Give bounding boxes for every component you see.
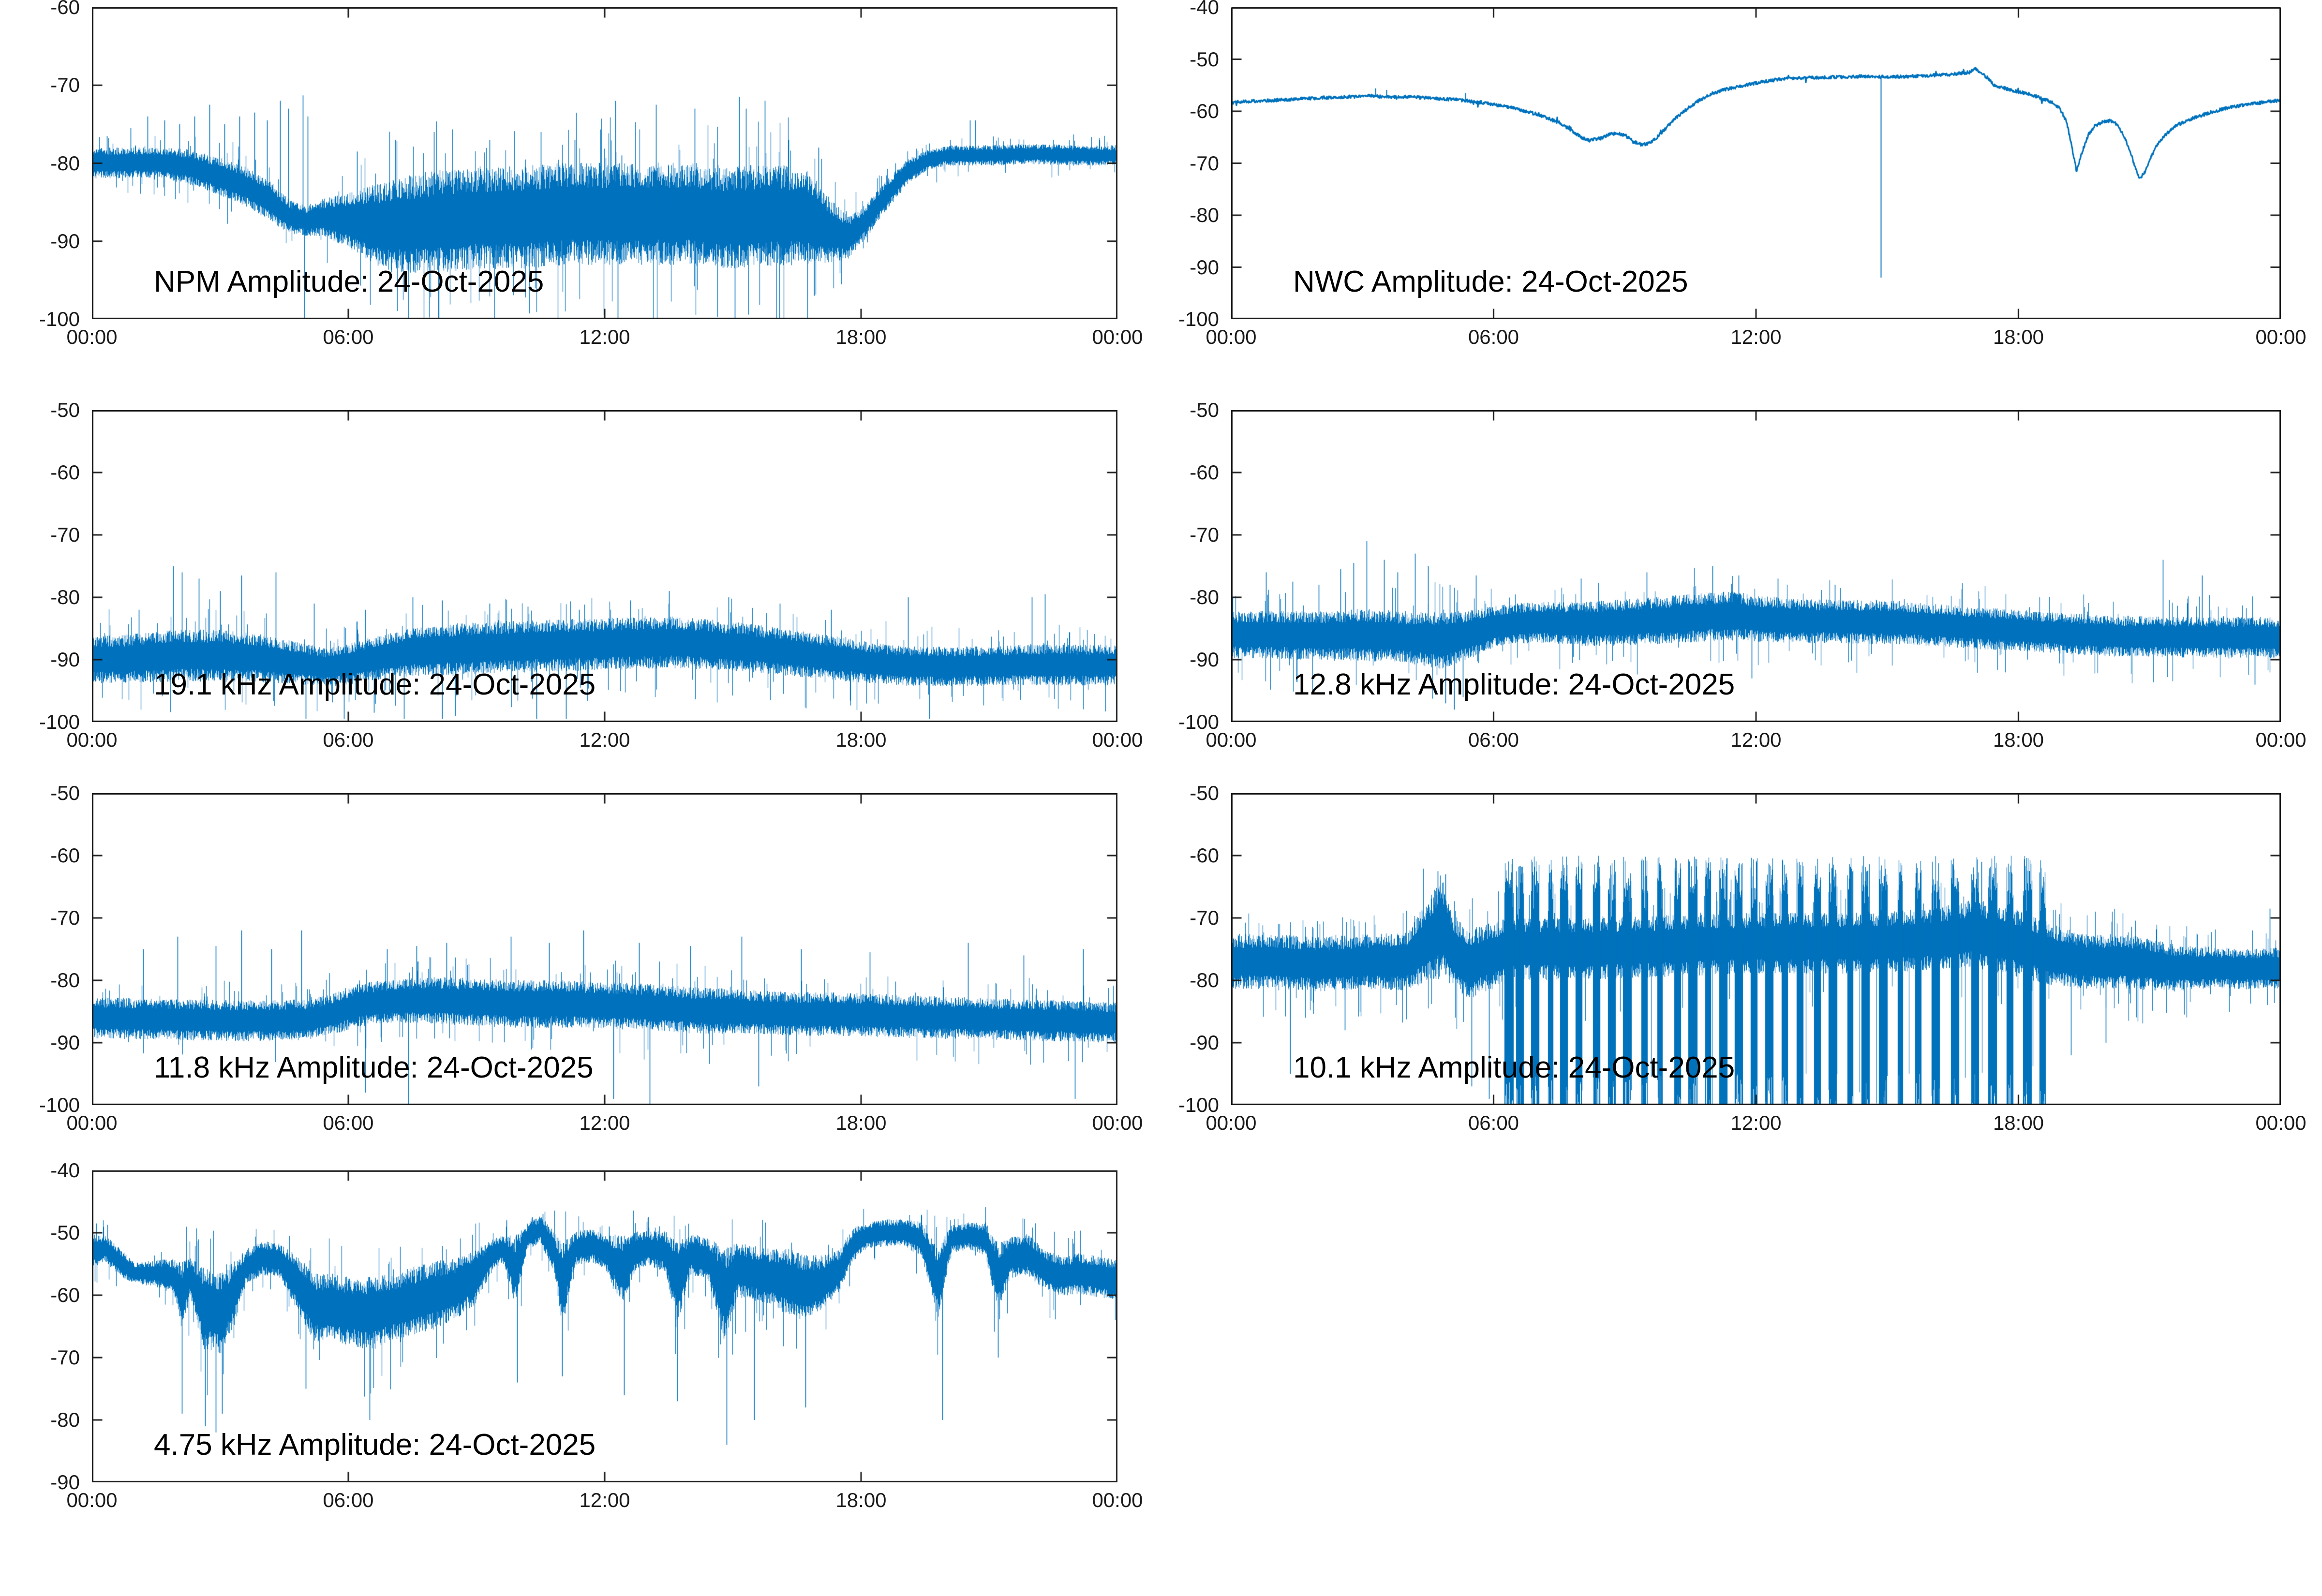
x-tick-label: 00:00 <box>66 325 118 348</box>
y-tick-label: -70 <box>1190 523 1219 546</box>
y-tick-label: -70 <box>50 1346 80 1369</box>
x-tick-label: 00:00 <box>1092 728 1143 751</box>
x-tick-label: 06:00 <box>1468 728 1519 751</box>
x-tick-label: 00:00 <box>1206 1111 1257 1134</box>
y-tick-label: -50 <box>1190 47 1219 71</box>
x-tick-label: 18:00 <box>1993 325 2044 348</box>
nwc-plot-canvas <box>1231 7 2281 319</box>
x-tick-label: 00:00 <box>1092 1489 1143 1511</box>
y-tick-label: -80 <box>1190 586 1219 608</box>
y-tick-label: -90 <box>1190 255 1219 279</box>
y-tick-label: -70 <box>1190 151 1219 175</box>
y-tick-label: -80 <box>1190 204 1219 226</box>
12-8-khz-plot-canvas <box>1231 410 2281 722</box>
y-tick-label: -70 <box>50 523 80 546</box>
y-tick-label: -50 <box>1190 782 1219 804</box>
y-tick-label: -90 <box>50 648 80 671</box>
10-1-khz-plot-canvas <box>1231 793 2281 1105</box>
y-tick-label: -100 <box>1178 1094 1219 1116</box>
x-tick-label: 12:00 <box>579 728 630 751</box>
y-tick-label: -90 <box>50 1031 80 1054</box>
x-tick-label: 12:00 <box>1730 728 1782 751</box>
y-tick-label: -100 <box>39 308 80 330</box>
x-tick-label: 06:00 <box>323 1489 374 1511</box>
y-tick-label: -100 <box>39 1094 80 1116</box>
y-tick-label: -60 <box>1190 100 1219 122</box>
y-tick-label: -80 <box>1190 969 1219 991</box>
11-8-khz-chart-label: 11.8 kHz Amplitude: 24-Oct-2025 <box>154 1051 594 1084</box>
x-tick-label: 18:00 <box>835 1111 887 1134</box>
x-tick-label: 18:00 <box>835 728 887 751</box>
x-tick-label: 00:00 <box>66 728 118 751</box>
y-tick-label: -40 <box>50 1159 80 1182</box>
y-tick-label: -50 <box>1190 399 1219 421</box>
x-tick-label: 00:00 <box>66 1489 118 1511</box>
x-tick-label: 00:00 <box>1206 325 1257 348</box>
y-tick-label: -80 <box>50 1408 80 1431</box>
y-tick-label: -60 <box>50 0 80 18</box>
x-tick-label: 06:00 <box>323 325 374 348</box>
y-tick-label: -90 <box>1190 648 1219 671</box>
x-tick-label: 06:00 <box>323 728 374 751</box>
y-tick-label: -100 <box>1178 710 1219 733</box>
y-tick-label: -80 <box>50 969 80 991</box>
x-tick-label: 00:00 <box>2255 728 2307 751</box>
19-1-khz-plot-canvas <box>92 410 1117 722</box>
y-tick-label: -70 <box>50 906 80 929</box>
nwc-chart-label: NWC Amplitude: 24-Oct-2025 <box>1293 265 1688 298</box>
y-tick-label: -90 <box>1190 1031 1219 1054</box>
x-tick-label: 18:00 <box>1993 728 2044 751</box>
19-1-khz-chart-label: 19.1 kHz Amplitude: 24-Oct-2025 <box>154 668 596 701</box>
y-tick-label: -90 <box>50 1471 80 1493</box>
x-tick-label: 18:00 <box>835 325 887 348</box>
y-tick-label: -60 <box>1190 844 1219 867</box>
x-tick-label: 18:00 <box>1993 1111 2044 1134</box>
npm-plot-canvas <box>92 7 1117 319</box>
y-tick-label: -100 <box>1178 308 1219 330</box>
x-tick-label: 00:00 <box>66 1111 118 1134</box>
y-tick-label: -100 <box>39 710 80 733</box>
x-tick-label: 12:00 <box>1730 325 1782 348</box>
x-tick-label: 06:00 <box>323 1111 374 1134</box>
npm-chart-label: NPM Amplitude: 24-Oct-2025 <box>154 265 544 298</box>
y-tick-label: -70 <box>1190 906 1219 929</box>
y-tick-label: -60 <box>50 844 80 867</box>
11-8-khz-plot-canvas <box>92 793 1117 1105</box>
x-tick-label: 00:00 <box>2255 1111 2307 1134</box>
10-1-khz-chart-label: 10.1 kHz Amplitude: 24-Oct-2025 <box>1293 1051 1735 1084</box>
x-tick-label: 12:00 <box>1730 1111 1782 1134</box>
y-tick-label: -90 <box>50 229 80 252</box>
y-tick-label: -60 <box>50 1284 80 1306</box>
y-tick-label: -70 <box>50 74 80 97</box>
x-tick-label: 12:00 <box>579 1489 630 1511</box>
y-tick-label: -80 <box>50 586 80 608</box>
x-tick-label: 06:00 <box>1468 325 1519 348</box>
x-tick-label: 06:00 <box>1468 1111 1519 1134</box>
x-tick-label: 00:00 <box>1206 728 1257 751</box>
4-75-khz-plot-canvas <box>92 1170 1117 1482</box>
x-tick-label: 12:00 <box>579 325 630 348</box>
y-tick-label: -80 <box>50 151 80 175</box>
12-8-khz-chart-label: 12.8 kHz Amplitude: 24-Oct-2025 <box>1293 668 1735 701</box>
y-tick-label: -50 <box>50 399 80 421</box>
x-tick-label: 12:00 <box>579 1111 630 1134</box>
x-tick-label: 00:00 <box>2255 325 2307 348</box>
y-tick-label: -50 <box>50 1221 80 1244</box>
y-tick-label: -50 <box>50 782 80 804</box>
y-tick-label: -40 <box>1190 0 1219 18</box>
x-tick-label: 18:00 <box>835 1489 887 1511</box>
y-tick-label: -60 <box>1190 461 1219 484</box>
y-tick-label: -60 <box>50 461 80 484</box>
x-tick-label: 00:00 <box>1092 1111 1143 1134</box>
4-75-khz-chart-label: 4.75 kHz Amplitude: 24-Oct-2025 <box>154 1428 596 1462</box>
x-tick-label: 00:00 <box>1092 325 1143 348</box>
